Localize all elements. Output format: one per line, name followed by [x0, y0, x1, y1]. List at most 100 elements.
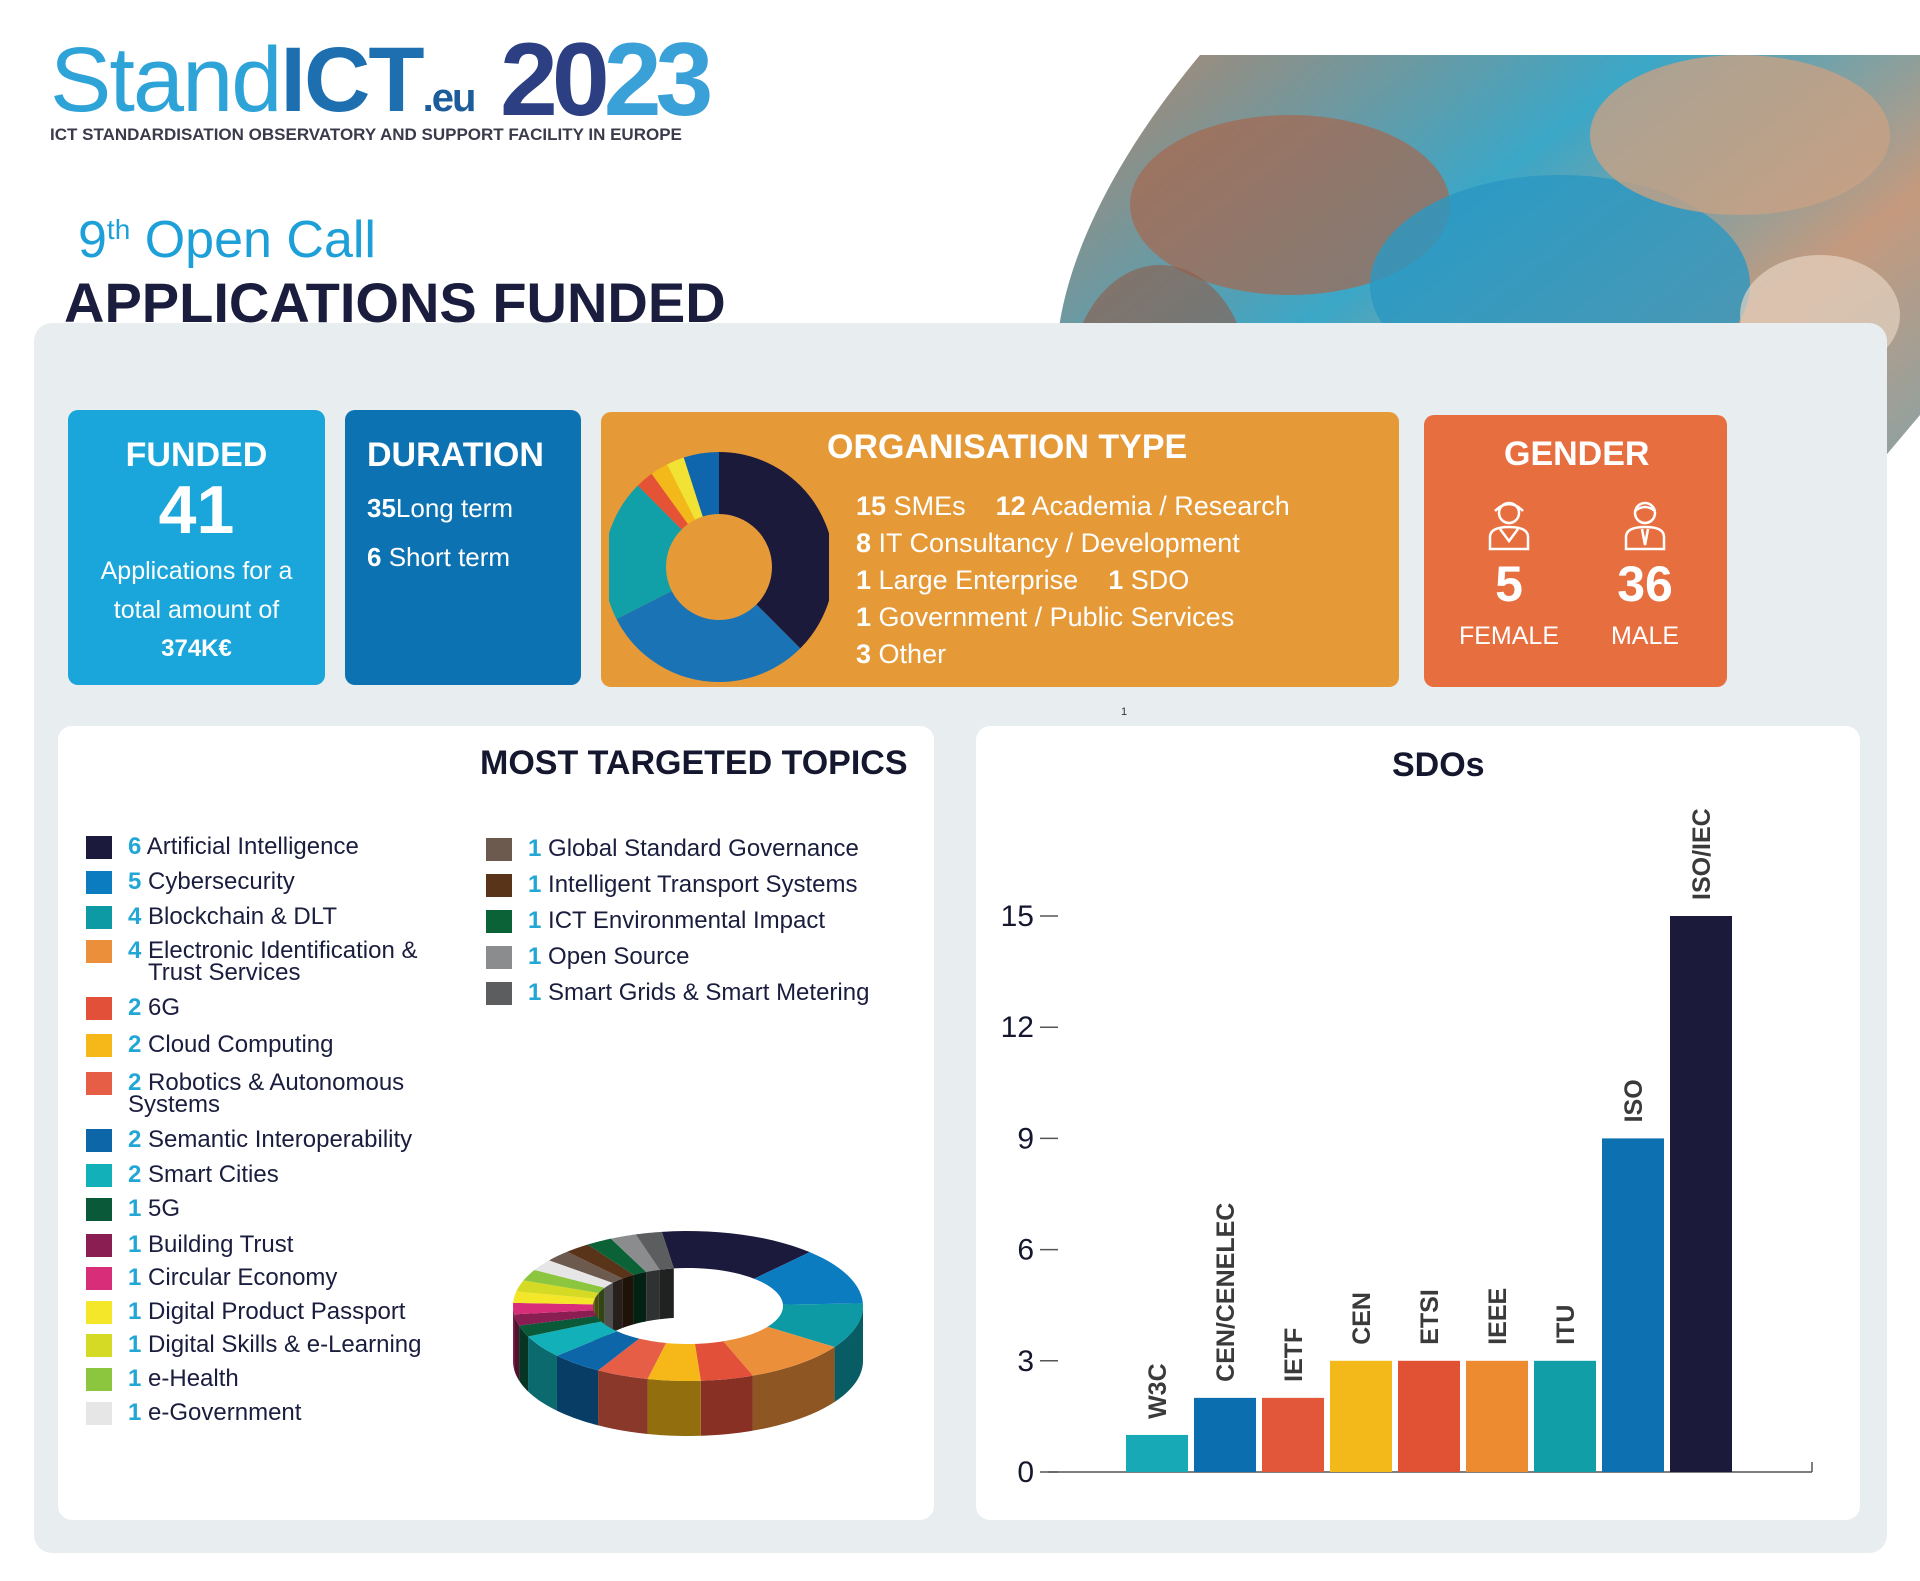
bar — [1398, 1360, 1460, 1472]
topic-label: Artificial Intelligence — [141, 833, 359, 860]
topic-swatch — [86, 997, 112, 1020]
donut-slice — [694, 1341, 753, 1381]
funded-title: FUNDED — [125, 436, 268, 474]
topic-swatch — [486, 874, 512, 897]
donut-wall — [700, 1375, 753, 1436]
footnote: 1 — [1121, 706, 1128, 718]
topic-swatch — [86, 1267, 112, 1290]
donut-inner-wall — [659, 1268, 674, 1320]
logo-subtitle: ICT STANDARDISATION OBSERVATORY AND SUPP… — [50, 125, 682, 144]
donut-slice — [567, 1244, 634, 1279]
topic-count: 1 — [128, 1195, 142, 1222]
topic-count: 2 — [128, 1126, 142, 1153]
topic-swatch — [86, 940, 112, 963]
topic-count: 2 — [128, 994, 142, 1021]
topic-swatch — [86, 836, 112, 859]
donut-slice — [610, 1234, 660, 1272]
topic-label: Blockchain & DLT — [141, 903, 337, 930]
topic-label: 6G — [141, 994, 181, 1021]
duration-card: DURATION 35Long term 6 Short term — [345, 410, 581, 685]
topics-title: MOST TARGETED TOPICS — [480, 744, 908, 782]
donut-slice — [513, 1291, 595, 1305]
page-title: APPLICATIONS FUNDED — [64, 271, 726, 334]
topic-count: 1 — [528, 907, 542, 934]
topic-label: Digital Skills & e-Learning — [141, 1331, 422, 1358]
topic-item: 1 Digital Product Passport — [128, 1299, 405, 1325]
donut-inner-wall — [612, 1278, 623, 1333]
topic-item: 2 6G — [128, 995, 180, 1021]
topic-swatch — [86, 1301, 112, 1324]
donut-slice — [723, 1326, 835, 1376]
donut-slice — [647, 1342, 701, 1381]
organisation-row: 1 Large Enterprise 1 SDO — [856, 565, 1190, 595]
topic-swatch — [86, 1034, 112, 1057]
donut-wall — [647, 1378, 701, 1436]
topic-label: 5G — [141, 1195, 181, 1222]
donut-wall — [528, 1336, 557, 1411]
topic-label: Robotics & Autonomous — [141, 1069, 405, 1096]
topic-count: 1 — [128, 1399, 142, 1426]
donut-wall — [556, 1355, 599, 1426]
donut-slice — [767, 1303, 863, 1347]
topic-label: Intelligent Transport Systems — [541, 871, 858, 898]
donut-inner-wall — [646, 1269, 660, 1322]
topic-count: 4 — [128, 937, 142, 964]
topic-item: 1 Digital Skills & e-Learning — [128, 1332, 421, 1358]
topic-item: 2 Smart Cities — [128, 1162, 279, 1188]
donut-wall — [834, 1306, 863, 1402]
topics-panel: MOST TARGETED TOPICS 6 Artificial Intell… — [58, 726, 934, 1520]
bar — [1194, 1397, 1256, 1472]
gender-title: GENDER — [1504, 435, 1650, 473]
female-value: 5 — [1495, 556, 1523, 612]
donut-slice — [516, 1280, 599, 1299]
topic-item: 1 Open Source — [528, 944, 689, 970]
donut-inner-wall — [622, 1274, 634, 1329]
topic-item: 6 Artificial Intelligence — [128, 834, 359, 860]
donut-slice — [635, 1231, 674, 1270]
male-value: 36 — [1617, 556, 1673, 612]
sdo-chart-title: SDOs — [1392, 746, 1485, 784]
donut-slice — [523, 1269, 605, 1294]
donut-wall — [514, 1314, 520, 1381]
organisation-donut-chart — [609, 452, 829, 682]
donut-slice — [661, 1231, 810, 1279]
donut-slice-other — [609, 452, 829, 682]
funded-line1: Applications for a — [100, 557, 293, 585]
donut-slice-academia — [609, 452, 829, 682]
donut-slice — [587, 1238, 647, 1275]
bar-label: ETSI — [1416, 1289, 1444, 1345]
organisation-row: 1 Government / Public Services — [856, 602, 1235, 632]
topic-swatch — [86, 1072, 112, 1095]
donut-slice — [598, 1338, 667, 1379]
bar-label: IEEE — [1484, 1288, 1512, 1345]
topic-swatch — [486, 838, 512, 861]
organisation-title: ORGANISATION TYPE — [827, 428, 1188, 466]
female-icon — [1488, 501, 1530, 551]
donut-wall — [752, 1346, 835, 1431]
topic-item: 2 Semantic Interoperability — [128, 1127, 412, 1153]
y-tick-label: 0 — [1017, 1456, 1034, 1489]
topic-count: 1 — [128, 1298, 142, 1325]
bar — [1534, 1360, 1596, 1472]
donut-slice — [754, 1252, 863, 1305]
topic-item: 1 Smart Grids & Smart Metering — [528, 980, 869, 1006]
bar-label: IETF — [1280, 1328, 1308, 1382]
bar — [1126, 1434, 1188, 1472]
topic-label: Digital Product Passport — [141, 1298, 406, 1325]
topic-item: 5 Cybersecurity — [128, 869, 295, 895]
topic-label: Cybersecurity — [141, 868, 295, 895]
topic-label: Circular Economy — [141, 1264, 338, 1291]
logo-brand: StandICT.eu — [50, 29, 476, 131]
funded-line2: total amount of — [113, 596, 280, 624]
y-tick-label: 12 — [1001, 1011, 1034, 1044]
bar — [1262, 1397, 1324, 1472]
donut-slice — [519, 1315, 602, 1337]
y-tick-label: 6 — [1017, 1234, 1034, 1267]
bar-label: ISO — [1620, 1079, 1648, 1122]
topic-count: 6 — [128, 833, 142, 860]
duration-title: DURATION — [367, 436, 544, 474]
bar-label: ISO/IEC — [1688, 808, 1716, 900]
topic-item: 1 Circular Economy — [128, 1265, 337, 1291]
topic-item: 1 ICT Environmental Impact — [528, 908, 825, 934]
duration-long: 35Long term — [367, 493, 513, 523]
